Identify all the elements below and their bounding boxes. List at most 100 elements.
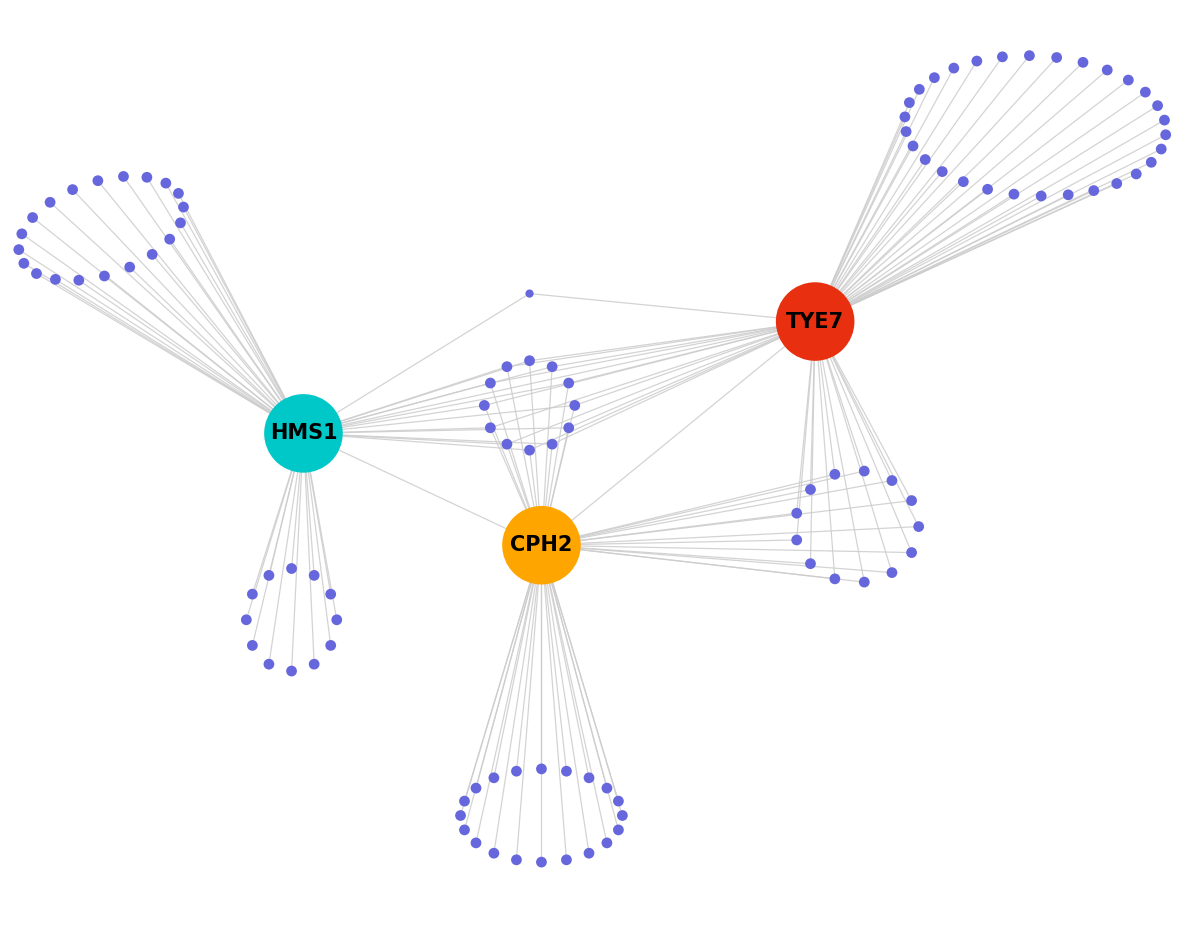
Point: [1047, 50, 1066, 65]
Point: [1073, 55, 1092, 70]
Point: [597, 835, 616, 850]
Point: [1127, 167, 1146, 182]
Point: [497, 437, 516, 452]
Point: [902, 493, 921, 508]
Point: [143, 247, 162, 262]
Point: [613, 808, 632, 823]
Point: [455, 794, 474, 809]
Point: [532, 761, 551, 776]
Point: [925, 70, 944, 85]
Point: [543, 437, 562, 452]
Point: [1004, 186, 1023, 201]
Point: [801, 556, 820, 571]
Point: [69, 273, 88, 288]
Point: [597, 781, 616, 796]
Point: [520, 443, 539, 458]
Point: [1135, 85, 1154, 100]
Point: [497, 359, 516, 374]
Point: [933, 164, 952, 179]
Point: [896, 124, 915, 139]
Point: [900, 95, 919, 110]
Point: [259, 657, 278, 672]
Point: [282, 664, 301, 678]
Point: [321, 637, 340, 652]
Point: [895, 109, 914, 124]
Point: [321, 587, 340, 602]
Point: [466, 781, 486, 796]
Point: [801, 482, 820, 497]
Point: [543, 359, 562, 374]
Point: [305, 568, 324, 582]
Point: [788, 532, 807, 547]
Point: [967, 54, 987, 69]
Point: [854, 463, 873, 478]
Point: [1141, 155, 1160, 170]
Point: [854, 575, 873, 590]
Point: [520, 286, 539, 301]
Point: [466, 835, 486, 850]
Text: TYE7: TYE7: [787, 311, 844, 332]
Point: [806, 314, 825, 329]
Point: [559, 420, 578, 435]
Text: HMS1: HMS1: [270, 423, 337, 444]
Point: [12, 226, 31, 241]
Point: [451, 808, 470, 823]
Point: [507, 763, 526, 778]
Point: [1059, 187, 1078, 202]
Point: [46, 272, 65, 287]
Point: [455, 822, 474, 837]
Point: [826, 467, 845, 482]
Point: [580, 771, 599, 786]
Point: [1157, 128, 1176, 143]
Point: [243, 587, 262, 602]
Point: [475, 398, 494, 413]
Point: [1155, 113, 1175, 128]
Point: [40, 195, 60, 210]
Point: [294, 426, 313, 441]
Point: [909, 519, 928, 534]
Point: [883, 473, 902, 488]
Point: [507, 853, 526, 868]
Point: [1084, 183, 1103, 198]
Point: [910, 82, 929, 97]
Point: [557, 763, 576, 778]
Point: [169, 186, 188, 201]
Point: [1097, 62, 1116, 77]
Point: [883, 565, 902, 580]
Point: [559, 376, 578, 391]
Point: [161, 232, 180, 247]
Point: [609, 794, 628, 809]
Point: [1032, 188, 1051, 203]
Point: [580, 845, 599, 860]
Point: [305, 657, 324, 672]
Point: [945, 61, 964, 75]
Point: [992, 49, 1011, 64]
Point: [481, 420, 500, 435]
Point: [520, 353, 539, 368]
Point: [327, 612, 346, 627]
Point: [237, 612, 256, 627]
Point: [137, 170, 156, 185]
Point: [532, 538, 551, 553]
Point: [171, 215, 190, 230]
Point: [826, 571, 845, 586]
Point: [1020, 48, 1039, 63]
Point: [481, 376, 500, 391]
Point: [532, 855, 551, 870]
Point: [174, 199, 193, 214]
Point: [63, 182, 82, 197]
Point: [95, 268, 114, 283]
Text: CPH2: CPH2: [511, 535, 572, 555]
Point: [243, 637, 262, 652]
Point: [903, 139, 922, 154]
Point: [978, 182, 997, 197]
Point: [120, 260, 139, 275]
Point: [23, 210, 42, 225]
Point: [114, 169, 133, 184]
Point: [902, 545, 921, 560]
Point: [259, 568, 278, 582]
Point: [27, 267, 46, 281]
Point: [484, 845, 503, 860]
Point: [156, 175, 175, 190]
Point: [565, 398, 584, 413]
